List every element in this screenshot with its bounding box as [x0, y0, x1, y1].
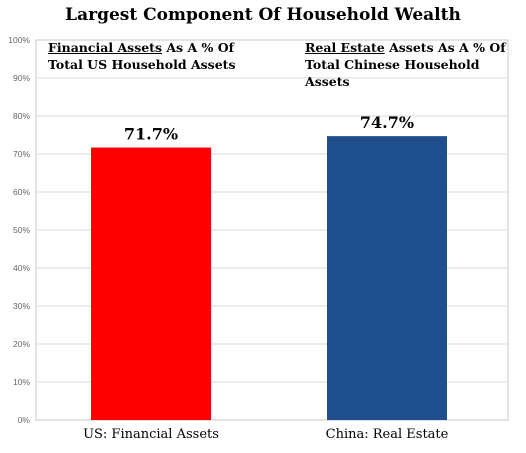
subtitle-right-line2: Total Chinese Household Assets	[305, 57, 480, 89]
y-tick-label: 30%	[13, 301, 30, 311]
y-tick-label: 90%	[13, 73, 30, 83]
data-label: 71.7%	[124, 125, 178, 144]
subtitle-right-rest: Assets As A % Of	[384, 40, 506, 55]
y-tick-label: 100%	[8, 35, 30, 45]
y-tick-label: 50%	[13, 225, 30, 235]
y-tick-label: 70%	[13, 149, 30, 159]
subtitle-left: Financial Assets As A % Of Total US Hous…	[48, 39, 236, 73]
subtitle-left-underlined: Financial Assets	[48, 40, 162, 55]
bar	[327, 136, 447, 420]
chart-title: Largest Component Of Household Wealth	[65, 5, 461, 25]
y-tick-label: 10%	[13, 377, 30, 387]
y-tick-label: 20%	[13, 339, 30, 349]
y-tick-label: 40%	[13, 263, 30, 273]
y-tick-label: 60%	[13, 187, 30, 197]
x-tick-label: US: Financial Assets	[83, 427, 219, 442]
subtitle-left-line2: Total US Household Assets	[48, 57, 236, 72]
subtitle-right: Real Estate Assets As A % Of Total Chine…	[305, 39, 526, 90]
data-label: 74.7%	[360, 113, 414, 132]
y-tick-label: 80%	[13, 111, 30, 121]
y-tick-label: 0%	[18, 415, 31, 425]
subtitle-left-rest: As A % Of	[162, 40, 234, 55]
subtitle-right-underlined: Real Estate	[305, 40, 385, 55]
bar	[91, 147, 211, 421]
x-tick-label: China: Real Estate	[326, 427, 449, 442]
